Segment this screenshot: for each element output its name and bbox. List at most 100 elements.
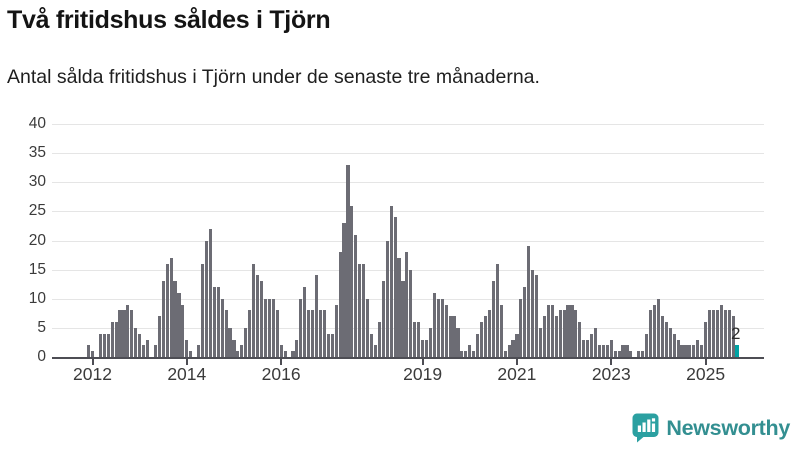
bar bbox=[711, 310, 715, 357]
bar bbox=[452, 316, 456, 357]
bar bbox=[660, 316, 664, 357]
bar bbox=[216, 287, 220, 357]
x-axis-label: 2025 bbox=[686, 364, 726, 384]
bar bbox=[98, 333, 102, 357]
bar bbox=[236, 351, 240, 357]
bar bbox=[523, 287, 527, 357]
bar bbox=[464, 351, 468, 357]
bar bbox=[106, 333, 110, 357]
bar bbox=[157, 316, 161, 357]
bar bbox=[527, 246, 531, 357]
bar bbox=[279, 345, 283, 358]
bar bbox=[515, 333, 519, 357]
bar bbox=[295, 339, 299, 357]
bar bbox=[684, 345, 688, 358]
bar bbox=[432, 292, 436, 357]
bar bbox=[574, 310, 578, 357]
bar bbox=[472, 351, 476, 357]
bar bbox=[181, 304, 185, 357]
x-axis-line bbox=[52, 356, 764, 360]
bar bbox=[208, 228, 212, 357]
bar bbox=[366, 298, 370, 358]
bar bbox=[307, 310, 311, 357]
bar bbox=[142, 345, 146, 358]
bar bbox=[373, 345, 378, 358]
bar bbox=[271, 298, 275, 358]
bar bbox=[503, 351, 507, 357]
bar bbox=[393, 217, 397, 357]
bar bbox=[436, 298, 440, 358]
bar bbox=[165, 263, 169, 357]
bar bbox=[723, 310, 727, 357]
bar bbox=[342, 223, 346, 357]
bar bbox=[625, 345, 629, 358]
bar bbox=[153, 345, 157, 358]
bar bbox=[680, 345, 684, 358]
bar bbox=[240, 345, 244, 358]
bar bbox=[676, 339, 680, 357]
bar bbox=[255, 275, 260, 357]
bar bbox=[586, 339, 590, 357]
gridline bbox=[52, 182, 764, 184]
y-axis-label: 20 bbox=[28, 231, 46, 249]
y-axis-label: 40 bbox=[28, 115, 46, 132]
bar bbox=[413, 322, 417, 358]
x-axis-tick bbox=[91, 359, 94, 365]
bar bbox=[346, 164, 350, 357]
bar bbox=[303, 287, 307, 357]
bar bbox=[311, 310, 315, 357]
bar bbox=[480, 322, 484, 358]
bar bbox=[491, 281, 495, 357]
bar bbox=[727, 310, 731, 357]
bar bbox=[487, 310, 491, 357]
bar bbox=[582, 339, 586, 357]
bar bbox=[334, 304, 338, 357]
bar bbox=[212, 287, 216, 357]
bar bbox=[731, 316, 735, 357]
bar bbox=[291, 351, 295, 357]
bar bbox=[197, 345, 201, 358]
bar bbox=[299, 298, 303, 358]
bar bbox=[110, 322, 114, 358]
bar bbox=[114, 322, 118, 358]
bar bbox=[483, 316, 488, 357]
bar bbox=[354, 234, 358, 357]
bar bbox=[668, 327, 672, 357]
gridline bbox=[52, 211, 764, 213]
y-axis-label: 15 bbox=[28, 260, 46, 278]
bar bbox=[613, 351, 617, 357]
bar bbox=[476, 333, 480, 357]
x-axis-label: 2012 bbox=[73, 364, 112, 384]
x-axis-label: 2019 bbox=[403, 364, 443, 384]
x-axis-tick bbox=[515, 359, 518, 365]
bar bbox=[645, 333, 649, 357]
bar bbox=[535, 275, 539, 357]
bar bbox=[189, 351, 193, 357]
bar bbox=[456, 327, 460, 357]
bar bbox=[173, 281, 177, 357]
bar bbox=[542, 316, 547, 357]
x-axis-label: 2014 bbox=[167, 364, 207, 384]
bar bbox=[87, 345, 91, 358]
bar bbox=[134, 327, 138, 357]
bar bbox=[377, 322, 381, 358]
bar bbox=[102, 333, 106, 357]
bar bbox=[169, 258, 173, 357]
bar bbox=[338, 252, 342, 357]
bar bbox=[417, 322, 421, 358]
y-axis-label: 30 bbox=[28, 173, 46, 191]
bar bbox=[385, 240, 389, 357]
bar bbox=[401, 281, 405, 357]
bar bbox=[648, 310, 653, 357]
bar bbox=[161, 281, 165, 357]
bar bbox=[700, 345, 704, 358]
x-axis-label: 2023 bbox=[591, 364, 631, 384]
bar bbox=[220, 298, 224, 358]
chart-title: Två fritidshus såldes i Tjörn bbox=[7, 6, 331, 34]
bar bbox=[629, 351, 633, 357]
x-axis-tick bbox=[421, 359, 424, 365]
bar bbox=[232, 339, 236, 357]
bar bbox=[468, 345, 472, 358]
bar bbox=[696, 339, 700, 357]
y-axis-label: 35 bbox=[28, 144, 46, 162]
